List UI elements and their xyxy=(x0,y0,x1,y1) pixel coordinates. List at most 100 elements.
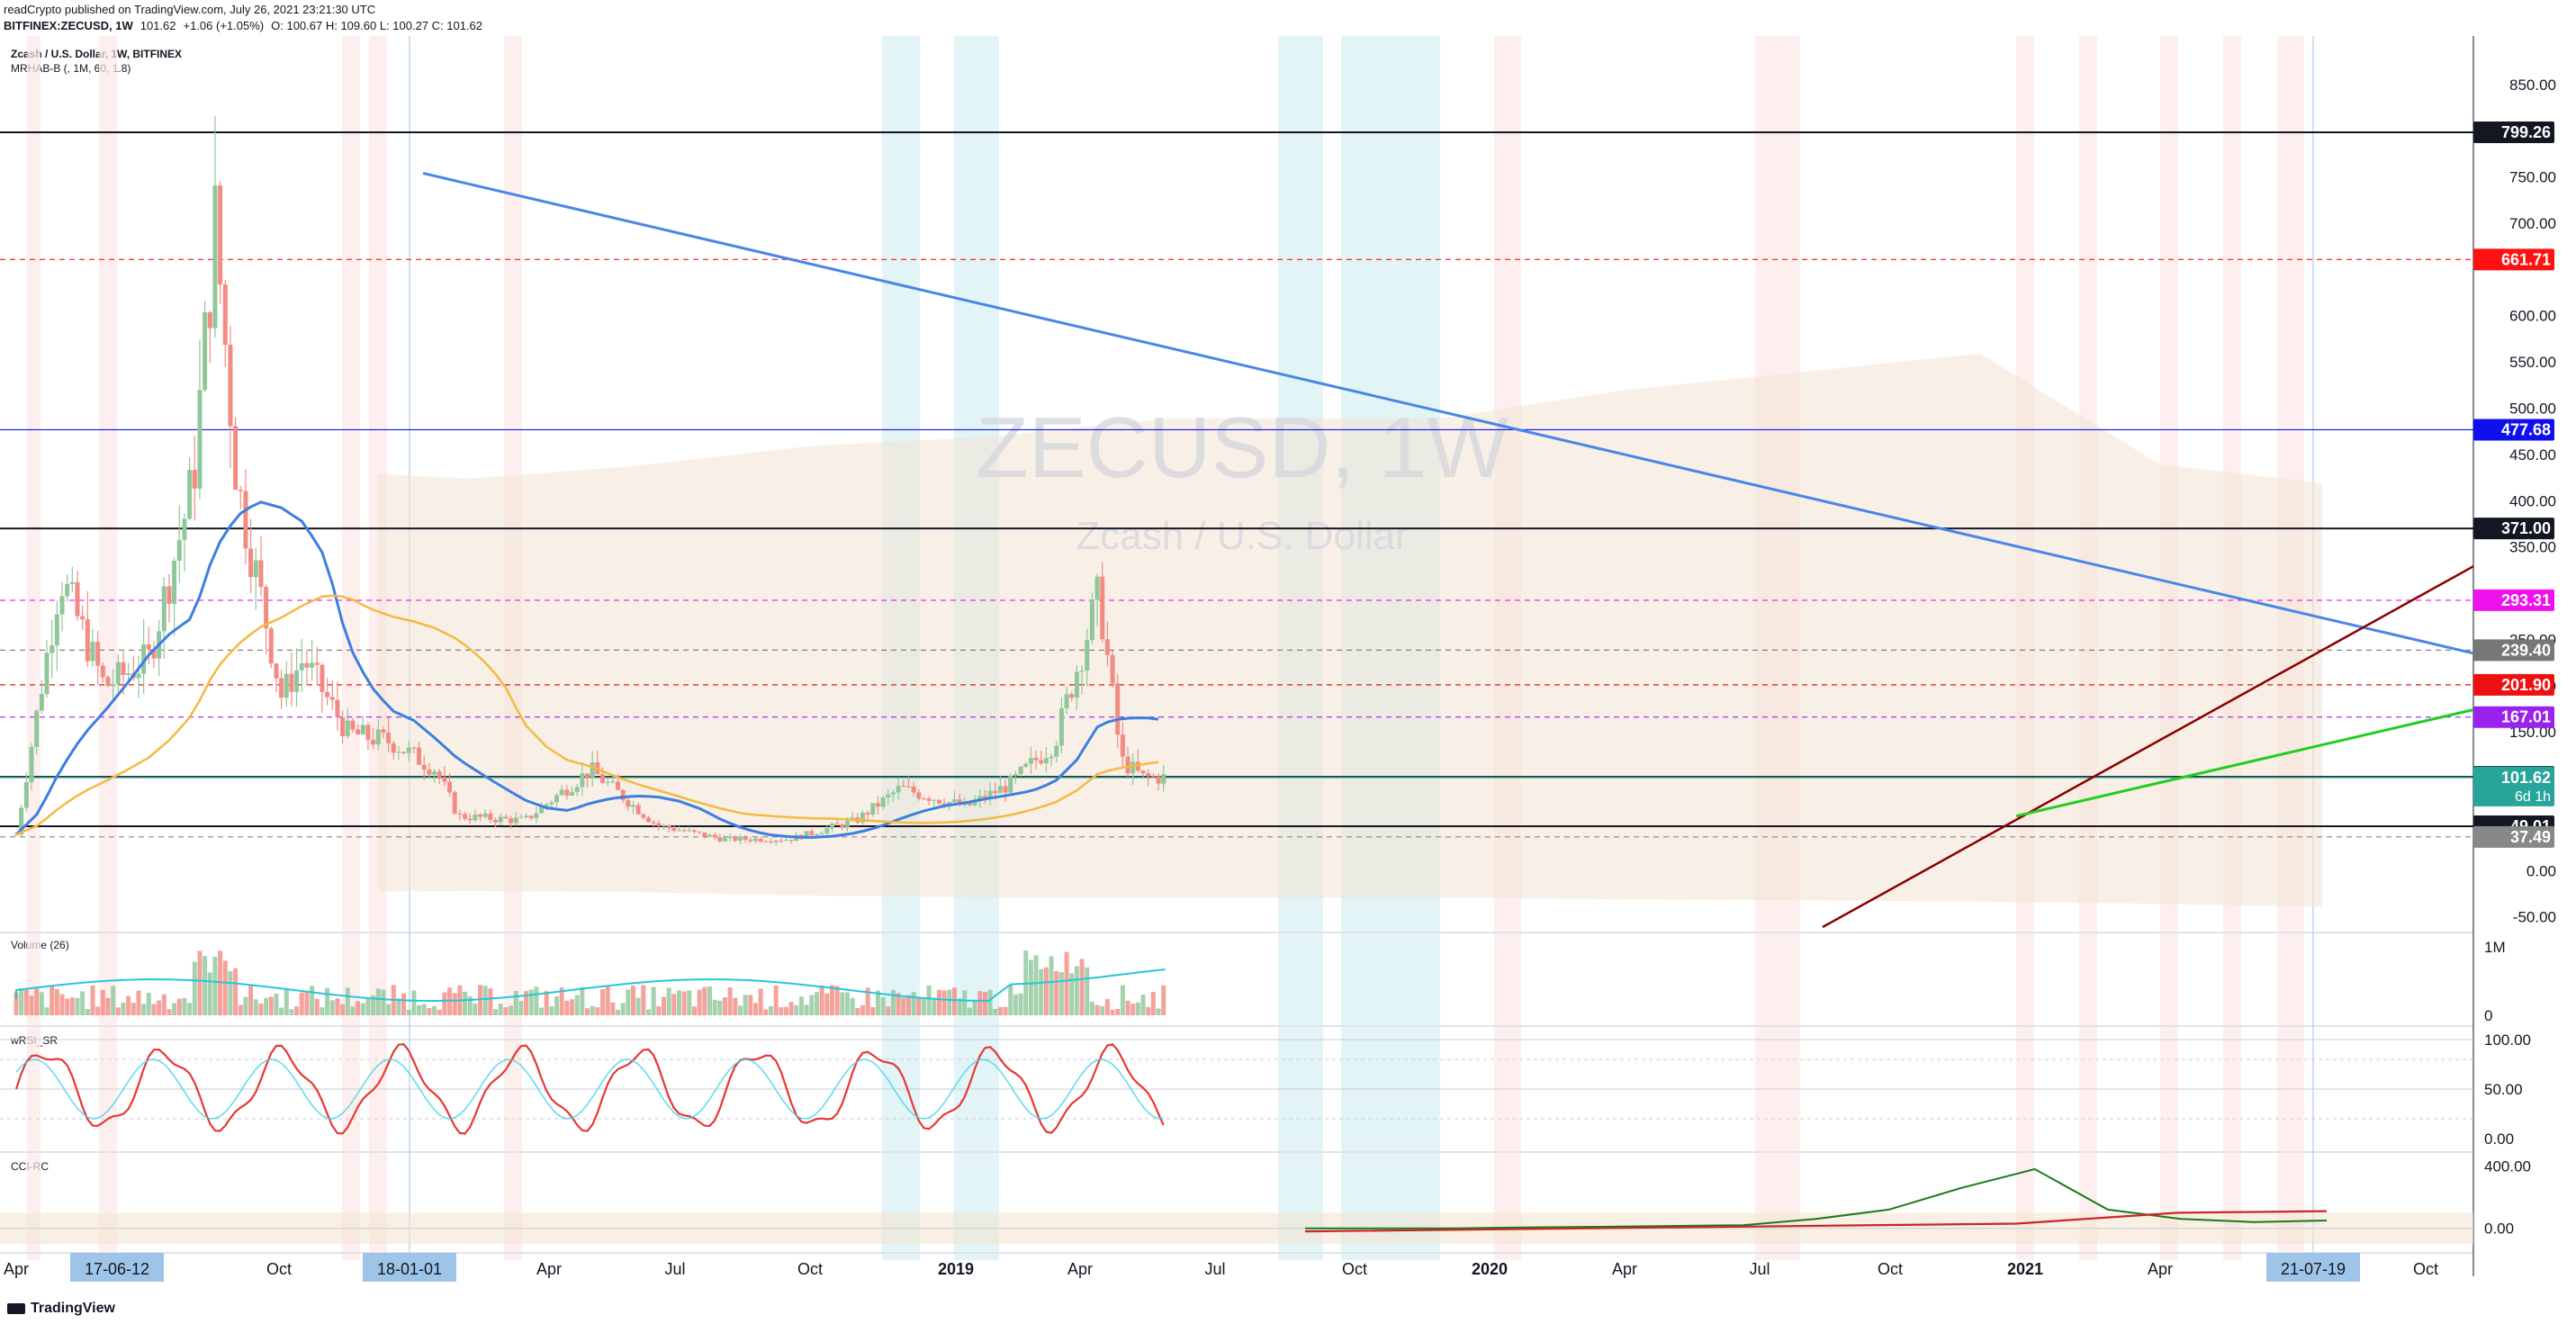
volume-bar xyxy=(482,986,488,1015)
price-axis[interactable]: 850.00 750.00 700.00 600.00 550.00 500.00 450.… xyxy=(2473,77,2556,1238)
volume-bar xyxy=(161,994,167,1015)
candle-body xyxy=(620,789,626,801)
candle-body xyxy=(54,614,59,645)
time-tick-label: 2020 xyxy=(1472,1260,1508,1278)
candle-body xyxy=(75,581,80,617)
volume-bar xyxy=(513,990,518,1015)
candle-body xyxy=(911,786,916,793)
volume-bar xyxy=(325,987,330,1015)
candle-body xyxy=(977,796,983,801)
price-badge-label: 37.49 xyxy=(2510,828,2551,846)
price-badge xyxy=(2473,673,2554,696)
candle-body xyxy=(320,664,325,692)
volume-bar xyxy=(115,1007,121,1015)
candle-body xyxy=(509,818,514,824)
volume-bar xyxy=(371,995,376,1015)
volume-bar xyxy=(993,1008,998,1015)
candle-body xyxy=(752,838,758,842)
volume-bar xyxy=(951,987,957,1015)
candle-body xyxy=(268,628,274,664)
volume-bar xyxy=(580,986,585,1015)
candle-body xyxy=(554,795,560,803)
volume-bar xyxy=(534,986,539,1015)
candle-body xyxy=(687,830,692,832)
candle-body xyxy=(773,841,779,842)
volume-bar xyxy=(1115,1008,1121,1015)
time-tick-label: 2021 xyxy=(2007,1260,2043,1278)
volume-bar xyxy=(733,997,738,1015)
candle-body xyxy=(1058,707,1064,746)
candle-body xyxy=(707,834,712,837)
candle-body xyxy=(493,819,499,823)
candle-body xyxy=(814,833,819,835)
candle-body xyxy=(993,790,998,794)
candle-body xyxy=(467,818,473,821)
candle-body xyxy=(69,581,75,584)
volume-bar xyxy=(646,1009,652,1015)
candle-body xyxy=(427,770,432,775)
volume-bar xyxy=(779,1006,784,1015)
candle-body xyxy=(442,777,447,782)
volume-bar xyxy=(1135,1002,1140,1015)
bollinger-cloud xyxy=(378,353,2322,907)
ma-slow-line xyxy=(15,594,1159,836)
price-badge-label: 293.31 xyxy=(2501,591,2551,609)
candle-body xyxy=(264,587,269,629)
price-badge-label: 477.68 xyxy=(2501,420,2551,438)
volume-bar xyxy=(1054,970,1059,1015)
volume-bar xyxy=(875,990,880,1015)
volume-bar xyxy=(488,988,493,1015)
volume-bar xyxy=(1120,985,1125,1015)
volume-bar xyxy=(687,990,692,1015)
candle-body xyxy=(279,678,284,698)
volume-bar xyxy=(126,995,131,1015)
watermark-name: Zcash / U.S. Dollar xyxy=(1076,514,1408,558)
publisher-line: readCrypto published on TradingView.com,… xyxy=(4,3,376,16)
price-change: +1.06 (+1.05%) xyxy=(183,19,265,32)
candle-body xyxy=(890,792,896,795)
candle-body xyxy=(691,830,697,832)
volume-bar xyxy=(1043,967,1049,1015)
candle-body xyxy=(203,311,208,391)
volume-bar xyxy=(375,988,381,1015)
volume-bar xyxy=(50,986,55,1015)
volume-bar xyxy=(982,991,987,1015)
price-tick-label: 600.00 xyxy=(2509,308,2556,325)
candle-body xyxy=(921,798,926,800)
legend-title[interactable]: Zcash / U.S. Dollar, 1W, BITFINEX xyxy=(11,48,183,60)
candle-body xyxy=(702,832,707,837)
candle-body xyxy=(329,697,335,700)
volume-bar xyxy=(335,998,340,1015)
time-tick-label: 17-06-12 xyxy=(85,1260,149,1278)
moving-averages xyxy=(14,500,1159,839)
price-badge xyxy=(2473,589,2554,611)
volume-bar xyxy=(1100,1005,1105,1015)
candle-body xyxy=(365,725,371,740)
candle-body xyxy=(167,586,172,604)
volume-bar xyxy=(111,986,116,1015)
ohlc-values: O: 100.67 H: 109.60 L: 100.27 C: 101.62 xyxy=(271,19,483,32)
candle-body xyxy=(957,799,962,806)
candle-body xyxy=(238,490,243,491)
time-axis[interactable]: Apr 17-06-12 Oct 18-01-01 Apr Jul Oct 2019 Apr Ju… xyxy=(4,1253,2438,1282)
candle-body xyxy=(697,831,702,833)
candle-body xyxy=(733,836,738,842)
trend-lines[interactable] xyxy=(422,171,2474,929)
volume-bar xyxy=(921,997,926,1015)
candle-body xyxy=(1146,773,1151,777)
candle-body xyxy=(111,684,116,687)
candle-body xyxy=(350,720,356,730)
candle-body xyxy=(844,820,850,828)
volume-bar xyxy=(75,997,80,1015)
volume-bar xyxy=(65,998,70,1015)
volume-ma-line xyxy=(15,968,1166,1003)
price-badge xyxy=(2473,706,2554,728)
symbol-label[interactable]: BITFINEX:ZECUSD, 1W xyxy=(4,19,133,32)
candle-body xyxy=(1130,761,1136,774)
volume-bar xyxy=(600,989,606,1015)
volume-bar xyxy=(54,988,59,1015)
volume-bar xyxy=(427,1008,432,1015)
candle-body xyxy=(722,838,727,842)
price-tick-label: 850.00 xyxy=(2509,77,2556,94)
